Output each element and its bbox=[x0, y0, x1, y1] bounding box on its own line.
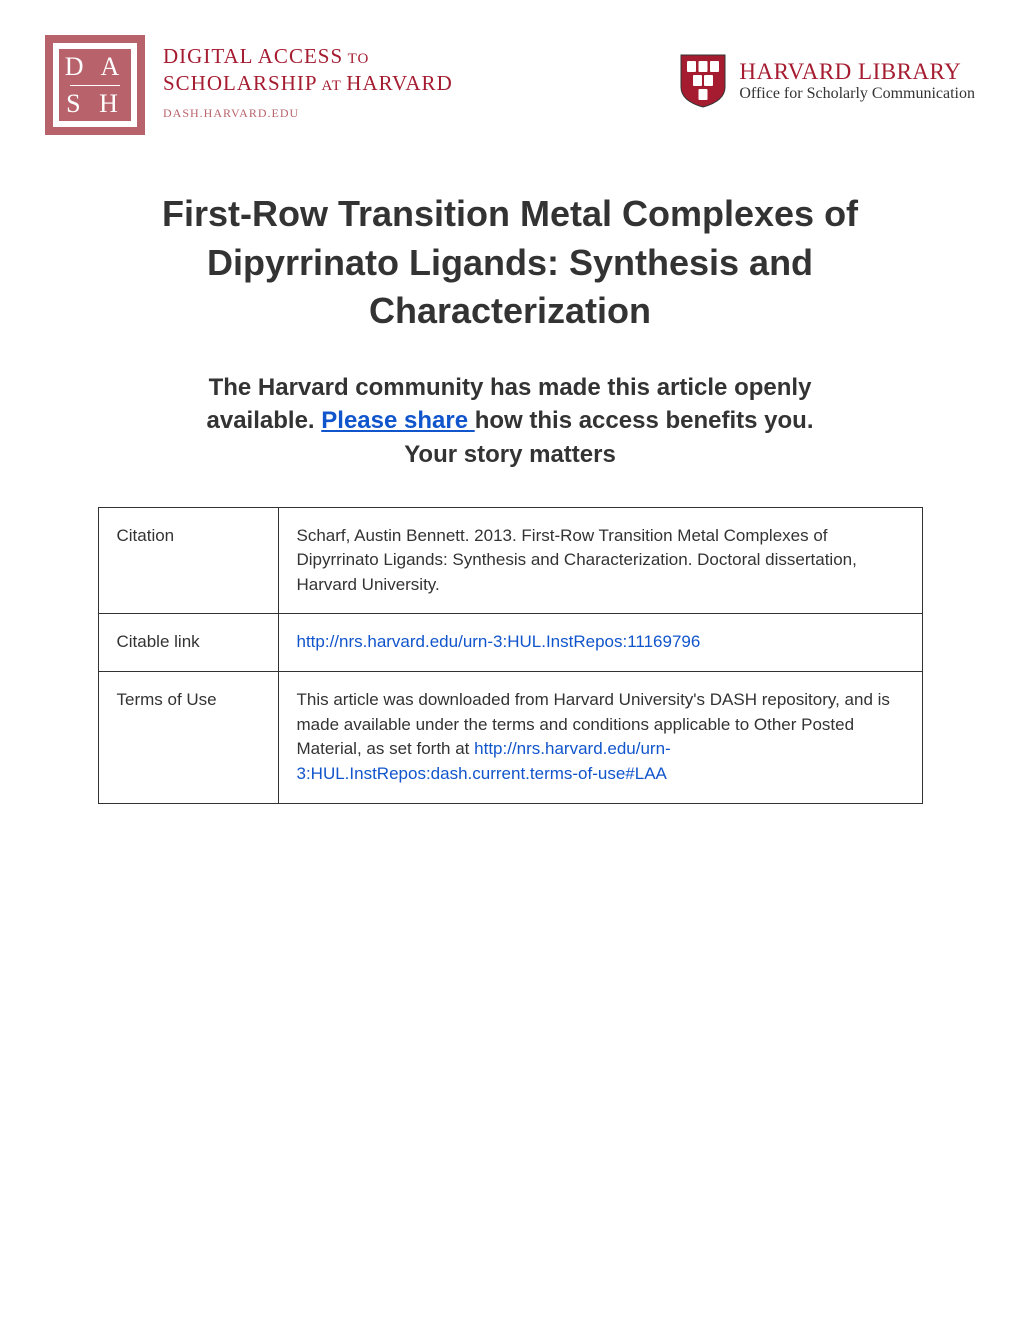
dash-title-2b: AT bbox=[318, 78, 347, 94]
harvard-office-label: Office for Scholarly Communication bbox=[739, 85, 975, 103]
document-title: First-Row Transition Metal Complexes of … bbox=[135, 190, 885, 336]
harvard-shield-icon bbox=[679, 53, 727, 109]
subtitle-block: The Harvard community has made this arti… bbox=[45, 371, 975, 472]
page-header: D A S H DIGITAL ACCESS TO SCHOLARSHIP AT… bbox=[45, 35, 975, 135]
dash-title-1a: DIGITAL ACCESS bbox=[163, 44, 343, 68]
harvard-logo-group: HARVARD LIBRARY Office for Scholarly Com… bbox=[679, 35, 975, 109]
citation-value: Scharf, Austin Bennett. 2013. First-Row … bbox=[278, 507, 922, 614]
harvard-library-label: HARVARD LIBRARY bbox=[739, 59, 975, 85]
dash-branding-text: DIGITAL ACCESS TO SCHOLARSHIP AT HARVARD… bbox=[163, 35, 453, 121]
dash-title-1b: TO bbox=[343, 51, 369, 67]
dash-logo-group: D A S H DIGITAL ACCESS TO SCHOLARSHIP AT… bbox=[45, 35, 453, 135]
harvard-branding-text: HARVARD LIBRARY Office for Scholarly Com… bbox=[739, 59, 975, 103]
availability-statement: The Harvard community has made this arti… bbox=[195, 371, 825, 472]
citable-link[interactable]: http://nrs.harvard.edu/urn-3:HUL.InstRep… bbox=[297, 632, 701, 651]
dash-logo-line1: D A bbox=[65, 51, 126, 82]
citation-label: Citation bbox=[98, 507, 278, 614]
title-block: First-Row Transition Metal Complexes of … bbox=[45, 190, 975, 336]
dash-title-2c: HARVARD bbox=[346, 71, 452, 95]
citable-link-label: Citable link bbox=[98, 614, 278, 672]
table-row: Citation Scharf, Austin Bennett. 2013. F… bbox=[98, 507, 922, 614]
citable-link-cell: http://nrs.harvard.edu/urn-3:HUL.InstRep… bbox=[278, 614, 922, 672]
dash-logo-square: D A S H bbox=[45, 35, 145, 135]
dash-url: DASH.HARVARD.EDU bbox=[163, 106, 453, 121]
please-share-link[interactable]: Please share bbox=[321, 407, 474, 434]
table-row: Citable link http://nrs.harvard.edu/urn-… bbox=[98, 614, 922, 672]
terms-cell: This article was downloaded from Harvard… bbox=[278, 672, 922, 804]
dash-logo-line2: S H bbox=[66, 88, 124, 119]
table-row: Terms of Use This article was downloaded… bbox=[98, 672, 922, 804]
dash-title-2a: SCHOLARSHIP bbox=[163, 71, 318, 95]
terms-label: Terms of Use bbox=[98, 672, 278, 804]
metadata-table: Citation Scharf, Austin Bennett. 2013. F… bbox=[98, 507, 923, 804]
